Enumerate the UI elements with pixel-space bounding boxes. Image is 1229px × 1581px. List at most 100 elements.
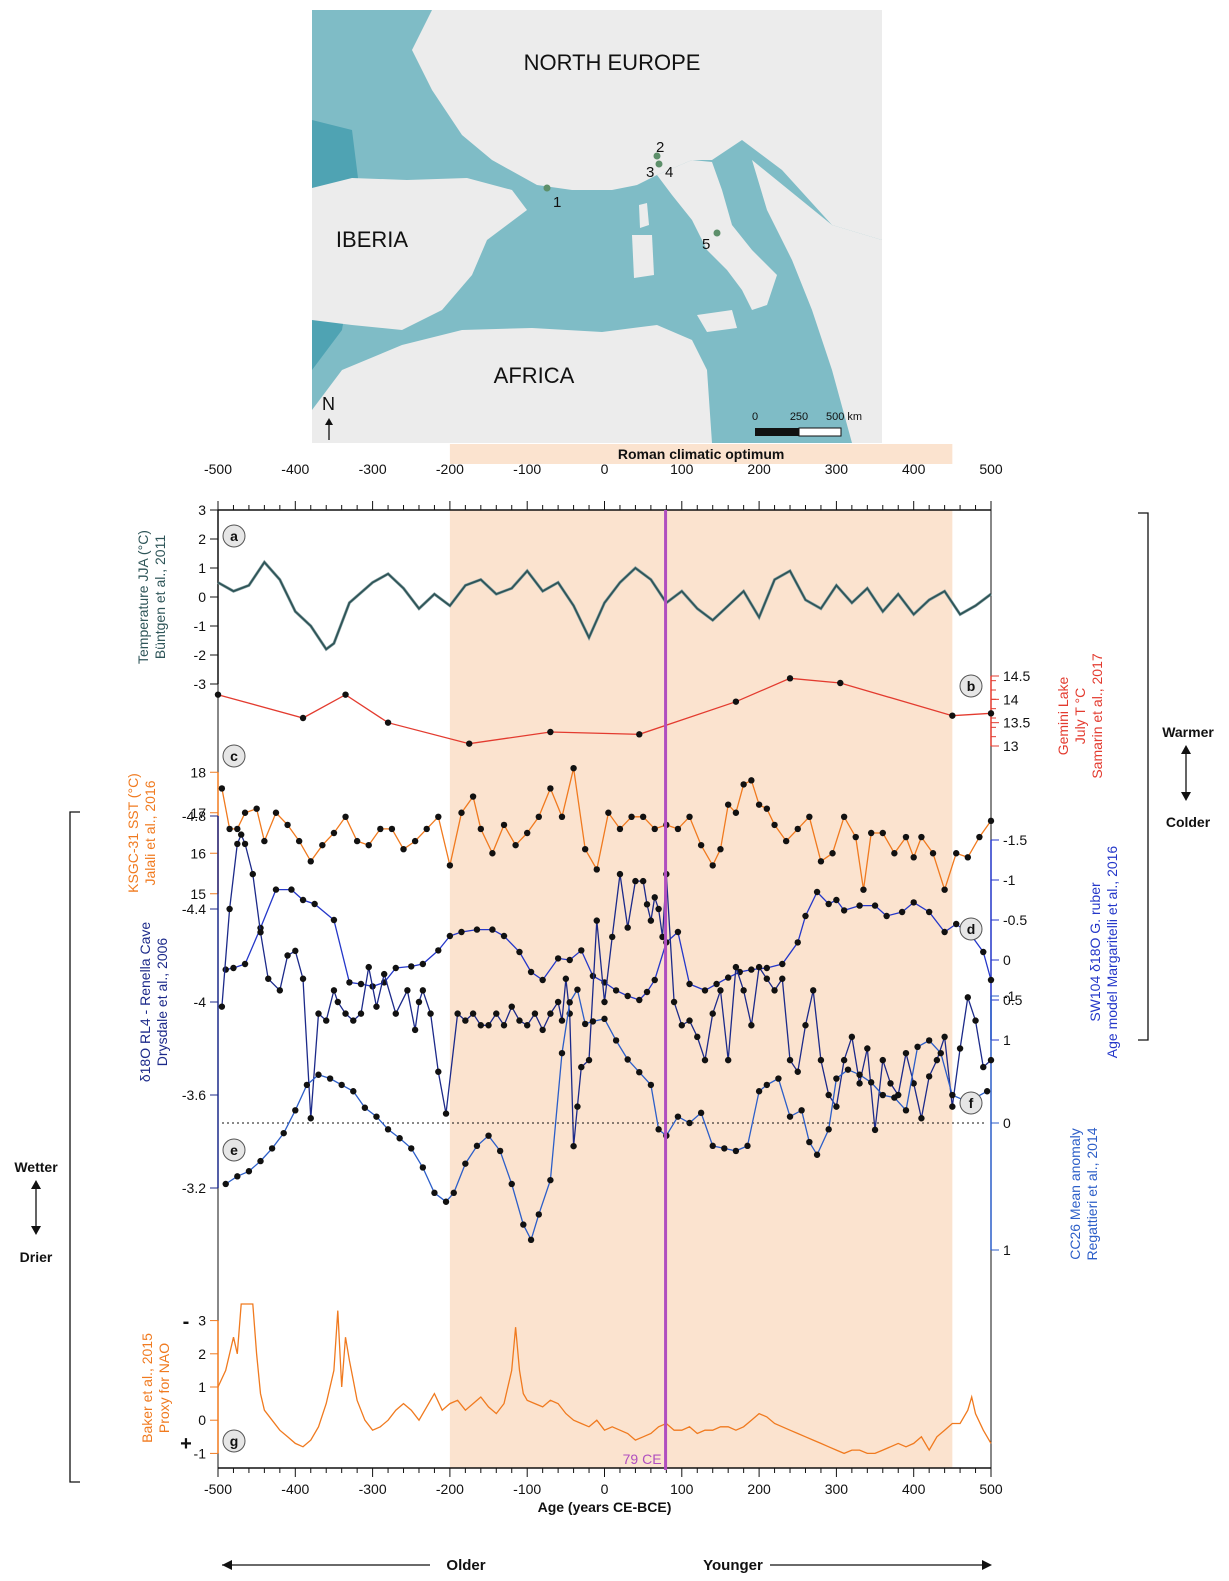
data-point-f — [949, 1091, 956, 1099]
map-label-iberia: IBERIA — [336, 227, 408, 252]
arrow-up-icon — [31, 1180, 41, 1189]
data-point-e — [307, 1115, 314, 1122]
y-tick-label-b: 14.5 — [1003, 668, 1030, 684]
scale-tick-250: 250 — [790, 411, 808, 423]
y-axis-label-line: SW104 δ18O G. ruber — [1087, 882, 1103, 1022]
site-marker-1 — [543, 184, 551, 192]
data-point-d — [643, 988, 651, 996]
data-point-d — [779, 960, 786, 968]
bottom-tick-label: 300 — [825, 1481, 849, 1497]
data-point-f — [462, 1160, 469, 1167]
data-point-d — [833, 896, 840, 904]
data-point-c — [697, 841, 705, 849]
y-axis-label-line: Proxy for NAO — [156, 1343, 172, 1433]
data-point-e — [427, 1010, 434, 1017]
bottom-tick-label: 100 — [670, 1481, 694, 1497]
data-point-c — [771, 821, 778, 829]
data-point-d — [813, 888, 821, 896]
y-tick-label-g: 2 — [198, 1346, 206, 1362]
data-point-e — [435, 1068, 442, 1075]
data-point-c — [253, 805, 260, 812]
data-point-e — [755, 963, 763, 971]
data-point-e — [771, 987, 778, 994]
data-point-c — [605, 809, 612, 816]
data-point-c — [867, 829, 875, 837]
data-point-e — [717, 987, 724, 994]
data-point-e — [454, 1010, 461, 1017]
data-point-c — [941, 886, 948, 893]
data-point-e — [833, 1103, 840, 1110]
data-point-d — [473, 926, 481, 933]
data-point-c — [616, 825, 624, 833]
data-point-f — [856, 1071, 863, 1078]
bracket-label-wetter: Wetter — [14, 1159, 58, 1175]
data-point-e — [864, 1045, 871, 1052]
data-point-e — [365, 963, 372, 971]
data-point-e — [585, 1056, 593, 1064]
map-land-balkans — [752, 160, 882, 443]
data-point-e — [442, 1110, 450, 1117]
y-tick-label-a: -2 — [194, 647, 207, 663]
data-point-e — [879, 1056, 886, 1064]
data-point-e — [655, 905, 662, 913]
site-label-4: 4 — [665, 164, 673, 181]
data-point-f — [647, 1081, 655, 1089]
y-tick-label-f: 1 — [1003, 1242, 1011, 1258]
site-label-5: 5 — [702, 236, 710, 253]
data-point-e — [276, 987, 284, 994]
nao-sign-top: - — [183, 1311, 190, 1333]
panel-badge-label-d: d — [967, 921, 976, 937]
y-tick-label-e: -4.4 — [182, 901, 206, 917]
data-point-f — [581, 1020, 589, 1028]
top-tick-label: -300 — [359, 461, 387, 477]
data-point-c — [469, 793, 477, 800]
scale-tick-0: 0 — [752, 411, 758, 423]
data-point-f — [624, 1056, 631, 1063]
data-point-e — [392, 1010, 399, 1017]
data-point-e — [323, 1017, 330, 1024]
data-point-d — [230, 964, 237, 972]
y-tick-label-g: -1 — [194, 1445, 207, 1461]
data-point-f — [697, 1109, 705, 1117]
bottom-tick-label: 200 — [747, 1481, 771, 1497]
y-tick-label-e: -3.6 — [182, 1087, 206, 1103]
data-point-d — [554, 955, 562, 962]
data-point-f — [245, 1168, 253, 1175]
data-point-e — [485, 1022, 492, 1029]
data-point-e — [284, 952, 291, 959]
data-point-c — [535, 813, 542, 820]
y-axis-label-f: CC26 Mean anomalyRegattieri et al., 2014 — [1067, 1127, 1100, 1260]
data-point-c — [817, 858, 825, 865]
data-point-f — [867, 1079, 875, 1086]
data-point-d — [925, 908, 933, 916]
data-point-d — [987, 976, 995, 984]
y-tick-label-a: 3 — [198, 502, 206, 518]
data-point-e — [887, 1080, 894, 1087]
data-point-f — [937, 1049, 944, 1057]
data-point-c — [860, 886, 867, 893]
roman-optimum-header-band — [449, 444, 953, 464]
data-point-d — [883, 912, 890, 920]
top-tick-label: 200 — [747, 461, 771, 477]
data-point-f — [775, 1075, 782, 1082]
map-label-north-europe: NORTH EUROPE — [524, 50, 701, 75]
data-point-c — [218, 785, 226, 792]
data-point-c — [489, 850, 496, 857]
data-point-e — [980, 1063, 987, 1071]
younger-arrow-icon — [982, 1560, 992, 1570]
data-point-e — [802, 1022, 809, 1029]
scale-tick-500: 500 km — [826, 411, 862, 423]
data-point-e — [462, 1017, 469, 1024]
data-point-f — [450, 1189, 457, 1197]
y-axis-label-d: SW104 δ18O G. ruberAge model Margaritell… — [1087, 846, 1120, 1059]
series-line-b — [217, 677, 992, 745]
data-point-f — [485, 1132, 492, 1139]
data-point-e — [265, 975, 272, 982]
data-point-e — [334, 998, 342, 1006]
data-point-e — [357, 1010, 365, 1017]
data-point-d — [701, 987, 709, 994]
y-tick-label-d: 0 — [1003, 952, 1011, 968]
bottom-tick-label: 400 — [902, 1481, 926, 1497]
data-point-d — [624, 992, 631, 1000]
arrow-up-icon — [1181, 745, 1191, 754]
